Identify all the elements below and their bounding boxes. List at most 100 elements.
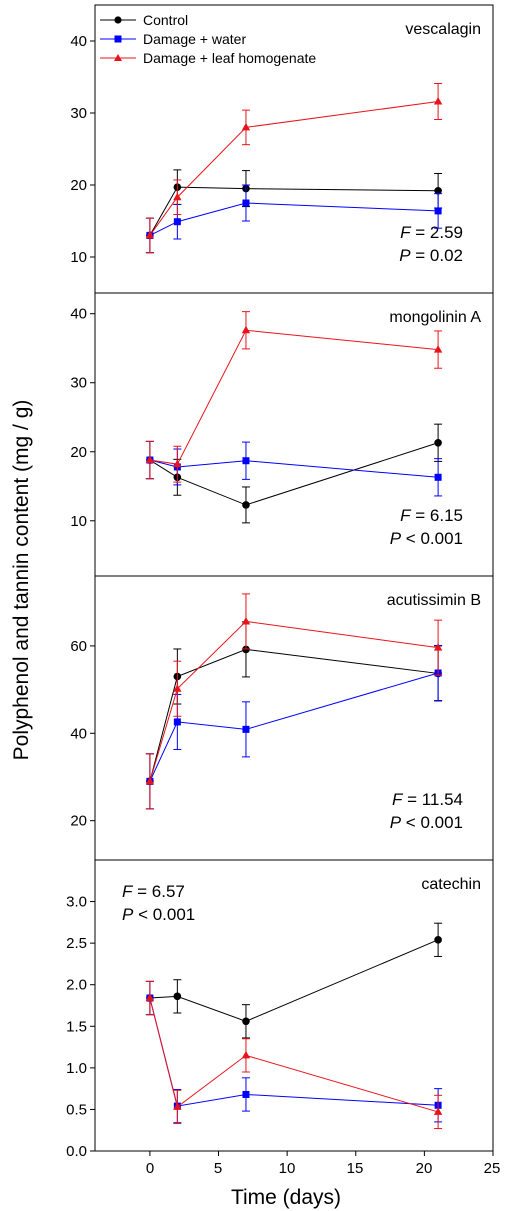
data-point xyxy=(173,459,182,468)
legend: Control Damage + water Damage + leaf hom… xyxy=(100,12,316,66)
data-point xyxy=(173,1102,182,1110)
series-triangle xyxy=(145,593,443,810)
data-point xyxy=(434,207,442,215)
legend-marker-water xyxy=(114,35,122,43)
series-square xyxy=(145,184,443,254)
y-tick-label: 10 xyxy=(70,513,87,530)
data-point xyxy=(145,230,155,239)
data-point xyxy=(173,684,182,692)
data-point xyxy=(242,457,250,465)
panel-3: 20 40 60 acutissimin B F = 11.54 P < 0.001 xyxy=(70,575,494,861)
y-tick-label: 20 xyxy=(70,813,87,830)
series-line xyxy=(149,459,439,478)
data-point xyxy=(242,199,250,207)
y-tick-label: 10 xyxy=(70,249,87,266)
series-square xyxy=(145,644,443,810)
data-point xyxy=(173,718,181,726)
y-tick-label: 0.5 xyxy=(66,1101,87,1118)
series-circle xyxy=(145,922,443,1039)
data-point xyxy=(242,1017,250,1026)
data-point xyxy=(242,501,250,509)
series-triangle xyxy=(145,311,443,483)
y-tick-label: 1.5 xyxy=(66,1018,87,1035)
data-point xyxy=(241,325,251,334)
y-tick-label: 40 xyxy=(70,306,87,323)
stat-f: F = 2.59 xyxy=(400,223,463,242)
x-tick-label: 25 xyxy=(484,1160,501,1177)
stat-p: P < 0.001 xyxy=(122,905,195,924)
y-tick-label: 3.0 xyxy=(66,894,87,911)
series-line xyxy=(149,997,439,1107)
data-point xyxy=(434,473,442,481)
y-tick-label: 20 xyxy=(70,444,87,461)
y-tick-label: 20 xyxy=(70,177,87,194)
data-point xyxy=(434,936,442,944)
data-point xyxy=(241,122,251,131)
data-point xyxy=(241,1050,251,1059)
data-point xyxy=(241,616,251,625)
y-tick-label: 30 xyxy=(70,105,87,122)
series-circle xyxy=(145,169,443,254)
x-tick-label: 0 xyxy=(146,1160,154,1177)
panels: 10 20 30 40 vescalagin F = 2.59 P = 0.02 10 20 30… xyxy=(66,4,494,1160)
series-square xyxy=(145,980,443,1124)
series-line xyxy=(149,672,439,782)
panel-title: catechin xyxy=(421,876,481,893)
y-axis-label: Polyphenol and tannin content (mg / g) xyxy=(10,400,33,761)
data-point xyxy=(145,776,155,785)
series-line xyxy=(149,329,439,465)
stat-p: P = 0.02 xyxy=(399,246,463,265)
y-tick-label: 40 xyxy=(70,33,87,50)
series-line xyxy=(149,939,439,1022)
data-point xyxy=(433,643,443,651)
data-point xyxy=(173,218,181,226)
series-line xyxy=(149,100,439,236)
stat-f: F = 6.15 xyxy=(400,506,463,525)
stat-p: P < 0.001 xyxy=(390,813,463,832)
data-point xyxy=(145,993,155,1002)
x-axis-label: Time (days) xyxy=(231,1186,341,1209)
series-line xyxy=(149,186,439,236)
series-triangle xyxy=(145,980,443,1130)
x-tick-label: 10 xyxy=(279,1160,296,1177)
data-point xyxy=(433,1107,443,1115)
y-tick-label: 2.0 xyxy=(66,977,87,994)
stat-f: F = 11.54 xyxy=(392,790,463,809)
stat-f: F = 6.57 xyxy=(122,882,185,901)
y-tick-label: 0.0 xyxy=(66,1143,87,1160)
panel-title: acutissimin B xyxy=(387,592,481,609)
data-point xyxy=(145,455,155,464)
panel-1: 10 20 30 40 vescalagin F = 2.59 P = 0.02 xyxy=(70,4,494,294)
data-point xyxy=(434,438,442,447)
y-tick-label: 1.0 xyxy=(66,1060,87,1077)
legend-label-homogenate: Damage + leaf homogenate xyxy=(143,50,316,66)
panel-title: mongolinin A xyxy=(389,309,481,326)
data-point xyxy=(242,725,250,733)
x-tick-labels: 0 5 10 15 20 25 xyxy=(146,1160,501,1177)
legend-label-control: Control xyxy=(143,12,188,28)
legend-marker-homogenate xyxy=(114,54,122,61)
y-tick-label: 60 xyxy=(70,638,87,655)
series-triangle xyxy=(145,82,443,254)
data-point xyxy=(173,192,182,201)
data-point xyxy=(242,1090,250,1098)
data-point xyxy=(433,345,443,353)
series-line xyxy=(149,997,439,1113)
x-tick-label: 15 xyxy=(347,1160,364,1177)
series-line xyxy=(149,648,439,782)
y-tick-label: 30 xyxy=(70,375,87,392)
series-line xyxy=(149,620,439,782)
data-point xyxy=(173,992,182,1001)
panel-title: vescalagin xyxy=(405,21,481,38)
legend-label-water: Damage + water xyxy=(143,31,246,47)
series-line xyxy=(149,202,439,236)
panel-frame xyxy=(94,859,494,1152)
data-point xyxy=(433,96,443,105)
data-point xyxy=(434,186,442,195)
stat-p: P < 0.001 xyxy=(390,529,463,548)
y-tick-label: 2.5 xyxy=(66,935,87,952)
series-line xyxy=(149,442,439,506)
x-tick-label: 5 xyxy=(214,1160,222,1177)
legend-marker-control xyxy=(114,16,122,24)
